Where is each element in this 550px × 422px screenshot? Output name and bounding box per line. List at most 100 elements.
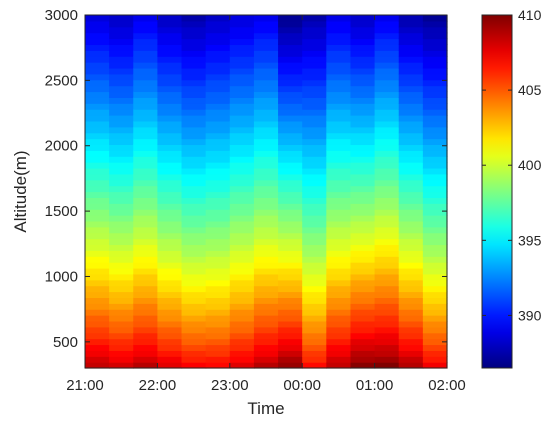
heatmap-cell — [229, 79, 255, 87]
heatmap-cell — [157, 144, 183, 151]
heatmap-cell — [253, 62, 279, 69]
heatmap-cell — [253, 126, 279, 134]
heatmap-cell — [253, 291, 279, 298]
heatmap-cell — [422, 97, 448, 104]
heatmap-cell — [302, 132, 327, 140]
heatmap-cell — [326, 191, 352, 198]
heatmap-cell — [278, 32, 303, 40]
heatmap-cell — [278, 126, 303, 134]
heatmap-cell — [350, 126, 376, 134]
heatmap-cell — [326, 262, 352, 269]
x-axis-label: Time — [247, 399, 284, 418]
heatmap-cell — [422, 162, 448, 169]
heatmap-cell — [157, 220, 183, 228]
y-tick-label: 2500 — [45, 72, 78, 89]
heatmap-cell — [229, 226, 255, 234]
heatmap-cell — [422, 15, 448, 22]
heatmap-cell — [374, 38, 400, 46]
heatmap-cell — [278, 326, 303, 334]
heatmap-cell — [133, 79, 158, 87]
heatmap-cell — [181, 226, 207, 234]
heatmap-cell — [253, 238, 279, 246]
heatmap-cell — [253, 156, 279, 163]
heatmap-cell — [278, 79, 303, 87]
heatmap-cell — [253, 162, 279, 169]
heatmap-cell — [181, 38, 207, 46]
heatmap-cell — [205, 56, 231, 63]
heatmap-cell — [422, 50, 448, 57]
heatmap-cell — [326, 279, 352, 287]
heatmap-cell — [85, 203, 110, 210]
heatmap-cell — [374, 144, 400, 151]
heatmap-cell — [374, 167, 400, 175]
heatmap-cell — [278, 262, 303, 269]
heatmap-cell — [422, 309, 448, 316]
heatmap-cell — [374, 273, 400, 281]
heatmap-cell — [85, 115, 110, 122]
heatmap-cell — [157, 362, 183, 369]
heatmap-cell — [253, 267, 279, 275]
heatmap-cell — [422, 191, 448, 198]
heatmap-cell — [350, 297, 376, 304]
heatmap-cell — [85, 150, 110, 157]
heatmap-cell — [253, 362, 279, 369]
heatmap-cell — [253, 297, 279, 304]
heatmap-cell — [133, 203, 158, 210]
heatmap-cell — [350, 138, 376, 146]
heatmap-cell — [350, 32, 376, 40]
heatmap-cell — [205, 144, 231, 151]
heatmap-cell — [302, 197, 327, 204]
heatmap-cell — [278, 285, 303, 293]
heatmap-cell — [253, 56, 279, 63]
heatmap-cell — [229, 120, 255, 128]
heatmap-cell — [229, 309, 255, 316]
heatmap-cell — [422, 38, 448, 46]
heatmap-cell — [326, 167, 352, 175]
heatmap-cell — [229, 179, 255, 187]
heatmap-cell — [422, 315, 448, 322]
heatmap-cell — [350, 291, 376, 298]
heatmap-cell — [253, 197, 279, 204]
heatmap-cell — [229, 220, 255, 228]
heatmap-cell — [181, 262, 207, 269]
heatmap-cell — [229, 97, 255, 104]
heatmap-cell — [205, 138, 231, 146]
heatmap-cell — [85, 226, 110, 234]
heatmap-cell — [157, 197, 183, 204]
heatmap-cell — [157, 244, 183, 251]
heatmap-cell — [422, 179, 448, 187]
heatmap-cell — [350, 179, 376, 187]
heatmap-cell — [374, 115, 400, 122]
heatmap-cell — [181, 56, 207, 63]
heatmap-cell — [326, 67, 352, 75]
heatmap-cell — [157, 91, 183, 98]
heatmap-cell — [326, 350, 352, 357]
heatmap-cell — [253, 79, 279, 87]
heatmap-cell — [350, 109, 376, 116]
heatmap-cell — [205, 50, 231, 57]
heatmap-cell — [229, 15, 255, 22]
heatmap-cell — [133, 250, 158, 257]
heatmap-cell — [85, 244, 110, 251]
heatmap-cell — [253, 326, 279, 334]
heatmap-cell — [398, 244, 424, 251]
heatmap-cell — [302, 326, 327, 334]
heatmap-cell — [253, 250, 279, 257]
heatmap-cell — [422, 103, 448, 110]
heatmap-cell — [302, 67, 327, 75]
heatmap-cell — [253, 344, 279, 351]
heatmap-cell — [205, 167, 231, 175]
heatmap-cell — [398, 32, 424, 40]
plot-frame — [84, 14, 448, 369]
heatmap-cell — [229, 62, 255, 69]
heatmap-cell — [326, 138, 352, 146]
heatmap-cell — [205, 85, 231, 93]
heatmap-cell — [181, 326, 207, 334]
heatmap-cell — [157, 344, 183, 351]
heatmap-cell — [278, 26, 303, 34]
heatmap-cell — [326, 356, 352, 363]
heatmap-cell — [253, 273, 279, 281]
heatmap-cell — [157, 191, 183, 198]
heatmap-cell — [229, 315, 255, 322]
